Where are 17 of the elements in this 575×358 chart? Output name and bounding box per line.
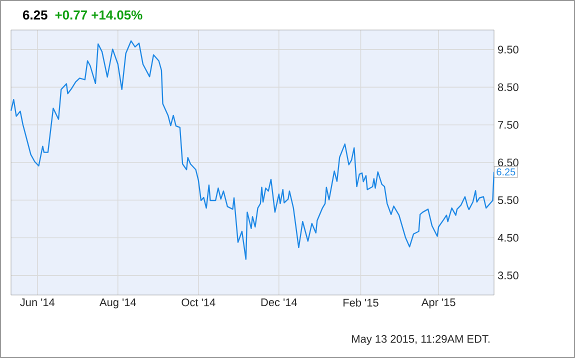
annotation: 6.25 <box>496 168 516 176</box>
x-tick-label: Feb '15 <box>344 298 378 307</box>
chart-title: 6.25 <box>22 10 48 20</box>
y-tick-label: 7.50 <box>498 120 518 129</box>
text: May 13 2015, 11:29AM EDT. <box>352 335 490 345</box>
x-tick-label: Oct '14 <box>182 298 216 306</box>
x-tick-label: Aug '14 <box>100 298 136 308</box>
x-tick-label: Apr '15 <box>421 298 456 308</box>
y-tick-label: 6.50 <box>498 158 518 166</box>
y-tick-label: 4.50 <box>498 234 518 242</box>
y-tick-label: 3.50 <box>498 272 518 280</box>
chart-subtitle: +0.77 +14.05% <box>55 10 142 20</box>
x-tick-label: Jun '14 <box>20 298 55 306</box>
y-tick-label: 8.50 <box>498 83 518 92</box>
y-tick-label: 9.50 <box>498 46 518 54</box>
y-tick-label: 5.50 <box>498 196 518 204</box>
x-tick-label: Dec '14 <box>261 298 297 306</box>
